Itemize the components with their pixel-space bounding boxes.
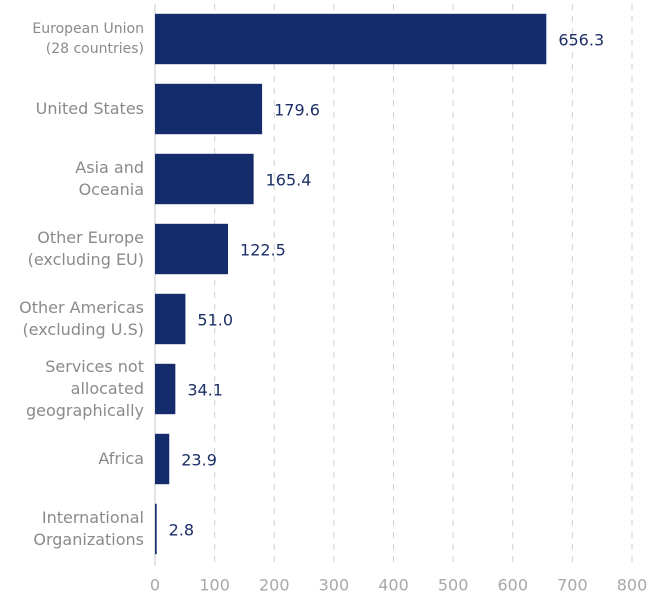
bar: [155, 363, 176, 415]
y-tick-label: Other Europe (excluding EU): [28, 228, 144, 269]
y-tick-label: International Organizations: [33, 508, 144, 549]
x-tick-label: 700: [557, 576, 588, 595]
x-tick-label: 500: [438, 576, 469, 595]
value-label: 122.5: [240, 241, 286, 260]
bar: [155, 13, 547, 65]
y-tick-label: European Union (28 countries): [32, 21, 144, 57]
x-tick-label: 0: [150, 576, 160, 595]
value-label: 2.8: [169, 521, 194, 540]
x-tick-label: 300: [319, 576, 350, 595]
x-tick-label: 200: [259, 576, 290, 595]
y-tick-label: Asia and Oceania: [75, 158, 144, 199]
bar: [155, 153, 254, 205]
value-label: 51.0: [197, 311, 233, 330]
y-tick-label: Other Americas (excluding U.S): [19, 298, 144, 339]
x-tick-label: 800: [617, 576, 648, 595]
x-tick-label: 600: [497, 576, 528, 595]
value-label: 34.1: [187, 381, 223, 400]
value-label: 165.4: [266, 171, 312, 190]
bar: [155, 223, 229, 275]
value-label: 179.6: [274, 101, 320, 120]
value-label: 656.3: [558, 31, 604, 50]
bar: [155, 293, 186, 345]
value-label: 23.9: [181, 451, 217, 470]
x-tick-label: 400: [378, 576, 409, 595]
y-tick-label: United States: [36, 99, 144, 118]
x-tick-label: 100: [199, 576, 230, 595]
y-tick-label: Services not allocated geographically: [26, 357, 144, 420]
y-tick-label: Africa: [98, 449, 144, 468]
bar: [155, 433, 170, 485]
bar: [155, 83, 263, 135]
bar: [155, 503, 157, 555]
